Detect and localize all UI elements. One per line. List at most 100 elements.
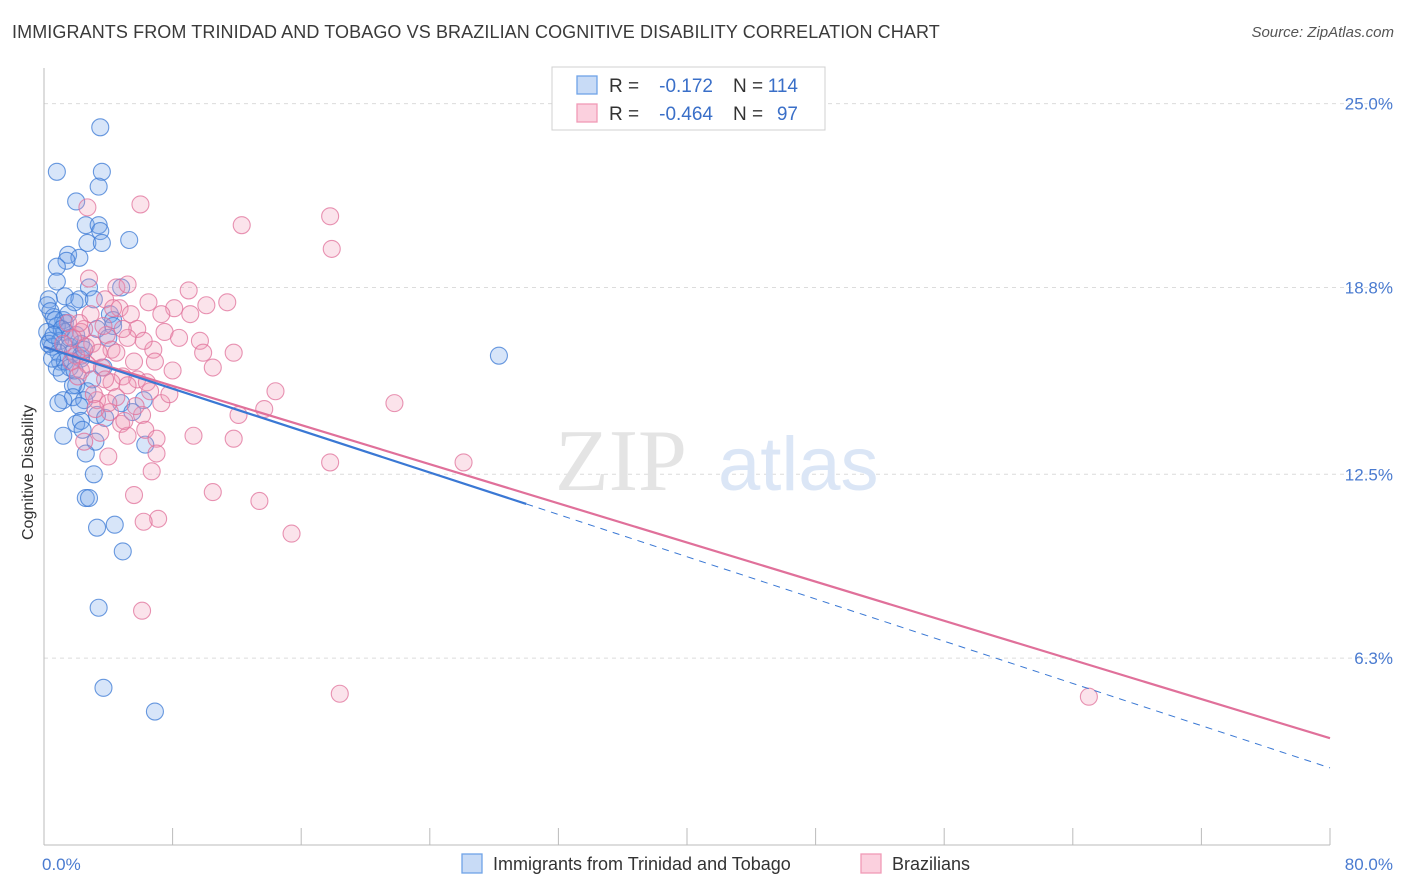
legend-r-label-blue: R =: [609, 76, 639, 97]
legend-swatch-pink: [576, 103, 598, 123]
scatter-point: [126, 397, 145, 416]
scatter-point: [321, 453, 340, 472]
chart-title: IMMIGRANTS FROM TRINIDAD AND TOBAGO VS B…: [12, 22, 940, 42]
scatter-point: [92, 233, 111, 253]
source-label: Source: ZipAtlas.com: [1251, 24, 1394, 41]
scatter-point: [75, 432, 94, 451]
scatter-point: [133, 601, 152, 620]
scatter-point: [133, 405, 152, 425]
scatter-point: [489, 346, 508, 365]
scatter-point: [89, 177, 108, 196]
scatter-point: [266, 382, 285, 401]
scatter-point: [99, 447, 118, 466]
scatter-point: [113, 542, 132, 561]
legend-swatch-blue: [576, 75, 598, 95]
scatter-point: [145, 702, 164, 721]
scatter-point: [91, 118, 110, 137]
scatter-point: [152, 305, 171, 324]
scatter-point: [179, 281, 198, 300]
legend-n-label-pink: N =: [733, 104, 763, 125]
scatter-point: [163, 361, 182, 380]
scatter-point: [87, 518, 107, 537]
scatter-point: [118, 426, 137, 445]
scatter-point: [282, 524, 301, 543]
scatter-point: [47, 272, 66, 291]
scatter-point: [197, 296, 216, 315]
x-tick-label-min: 0.0%: [42, 855, 81, 874]
scatter-point: [169, 328, 189, 347]
scatter-point: [224, 429, 243, 448]
scatter-point: [78, 198, 97, 217]
scatter-point: [65, 293, 84, 312]
scatter-point: [385, 394, 404, 413]
scatter-point: [115, 411, 134, 430]
scatter-point: [70, 290, 89, 309]
scatter-point: [54, 391, 73, 410]
scatter-point: [112, 414, 131, 433]
scatter-point: [330, 684, 349, 703]
y-tick-label: 12.5%: [1345, 465, 1393, 484]
scatter-point: [141, 382, 160, 401]
scatter-point: [147, 429, 166, 448]
scatter-point: [76, 337, 95, 356]
scatter-point: [134, 331, 153, 350]
scatter-point: [99, 328, 118, 347]
scatter-point: [118, 376, 137, 395]
scatter-point: [47, 257, 66, 276]
series-legend-label-blue: Immigrants from Trinidad and Tobago: [493, 854, 791, 874]
gridlines: [44, 103, 1395, 659]
legend-n-value-blue: 114: [768, 76, 799, 97]
scatter-point: [78, 233, 97, 253]
series-legend-swatch-blue: [461, 853, 483, 874]
scatter-point: [49, 394, 68, 413]
scatter-point: [110, 299, 129, 318]
scatter-point: [124, 486, 144, 505]
scatter-point: [79, 269, 99, 288]
scatter-point: [181, 305, 200, 324]
scatter-point: [59, 245, 78, 264]
y-tick-label: 25.0%: [1345, 95, 1393, 114]
series-brazilian-points: [54, 195, 1098, 706]
scatter-point: [91, 423, 110, 442]
scatter-point: [147, 444, 166, 463]
scatter-point: [42, 349, 62, 368]
x-ticks: [43, 828, 1331, 845]
trend-lines: [43, 345, 1331, 769]
scatter-point: [145, 352, 164, 371]
scatter-point: [96, 370, 115, 389]
scatter-point: [57, 251, 76, 270]
legend-n-value-pink: 97: [777, 104, 798, 125]
series-legend: Immigrants from Trinidad and Tobago Braz…: [461, 853, 970, 874]
scatter-point: [118, 275, 137, 294]
y-tick-labels: 6.3% 12.5% 18.8% 25.0%: [1345, 95, 1393, 669]
y-tick-label: 18.8%: [1345, 278, 1393, 297]
y-tick-label: 6.3%: [1354, 649, 1393, 668]
scatter-point: [194, 343, 213, 362]
scatter-point: [67, 192, 86, 211]
scatter-point: [94, 678, 113, 697]
scatter-point: [1079, 687, 1098, 706]
scatter-point: [84, 465, 103, 484]
scatter-point: [142, 462, 161, 481]
watermark-atlas: atlas: [718, 422, 879, 507]
legend-r-value-blue: -0.172: [659, 76, 713, 97]
scatter-point: [131, 195, 150, 214]
scatter-point: [84, 385, 103, 404]
stats-legend: R = -0.172 N = 114 R = -0.464 N = 97: [551, 66, 826, 131]
scatter-point: [104, 299, 123, 318]
scatter-point: [224, 343, 243, 362]
x-tick-label-max: 80.0%: [1345, 855, 1393, 874]
legend-r-label-pink: R =: [609, 104, 639, 125]
watermark-zip: ZIP: [555, 413, 687, 510]
scatter-point: [218, 293, 237, 312]
legend-r-value-pink: -0.464: [659, 104, 713, 125]
scatter-point: [120, 230, 139, 250]
scatter-point: [113, 319, 132, 339]
scatter-point: [184, 426, 203, 445]
scatter-point: [79, 488, 99, 508]
scatter-point: [149, 509, 168, 528]
scatter-point: [203, 358, 222, 377]
scatter-point: [203, 483, 222, 502]
scatter-point: [94, 316, 113, 336]
scatter-point: [89, 216, 108, 235]
